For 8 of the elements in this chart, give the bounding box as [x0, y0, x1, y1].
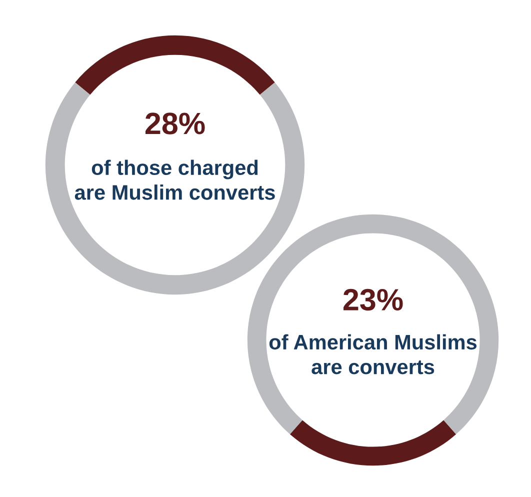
text: 28%	[145, 112, 205, 134]
donut-slice	[290, 420, 456, 466]
donut-slice	[247, 214, 499, 434]
donut-slice	[45, 82, 305, 295]
text: of those charged are Muslim converts	[74, 160, 275, 200]
donut-slice	[75, 35, 275, 95]
text: of American Muslims are converts	[269, 334, 477, 374]
text: 23%	[343, 288, 403, 311]
